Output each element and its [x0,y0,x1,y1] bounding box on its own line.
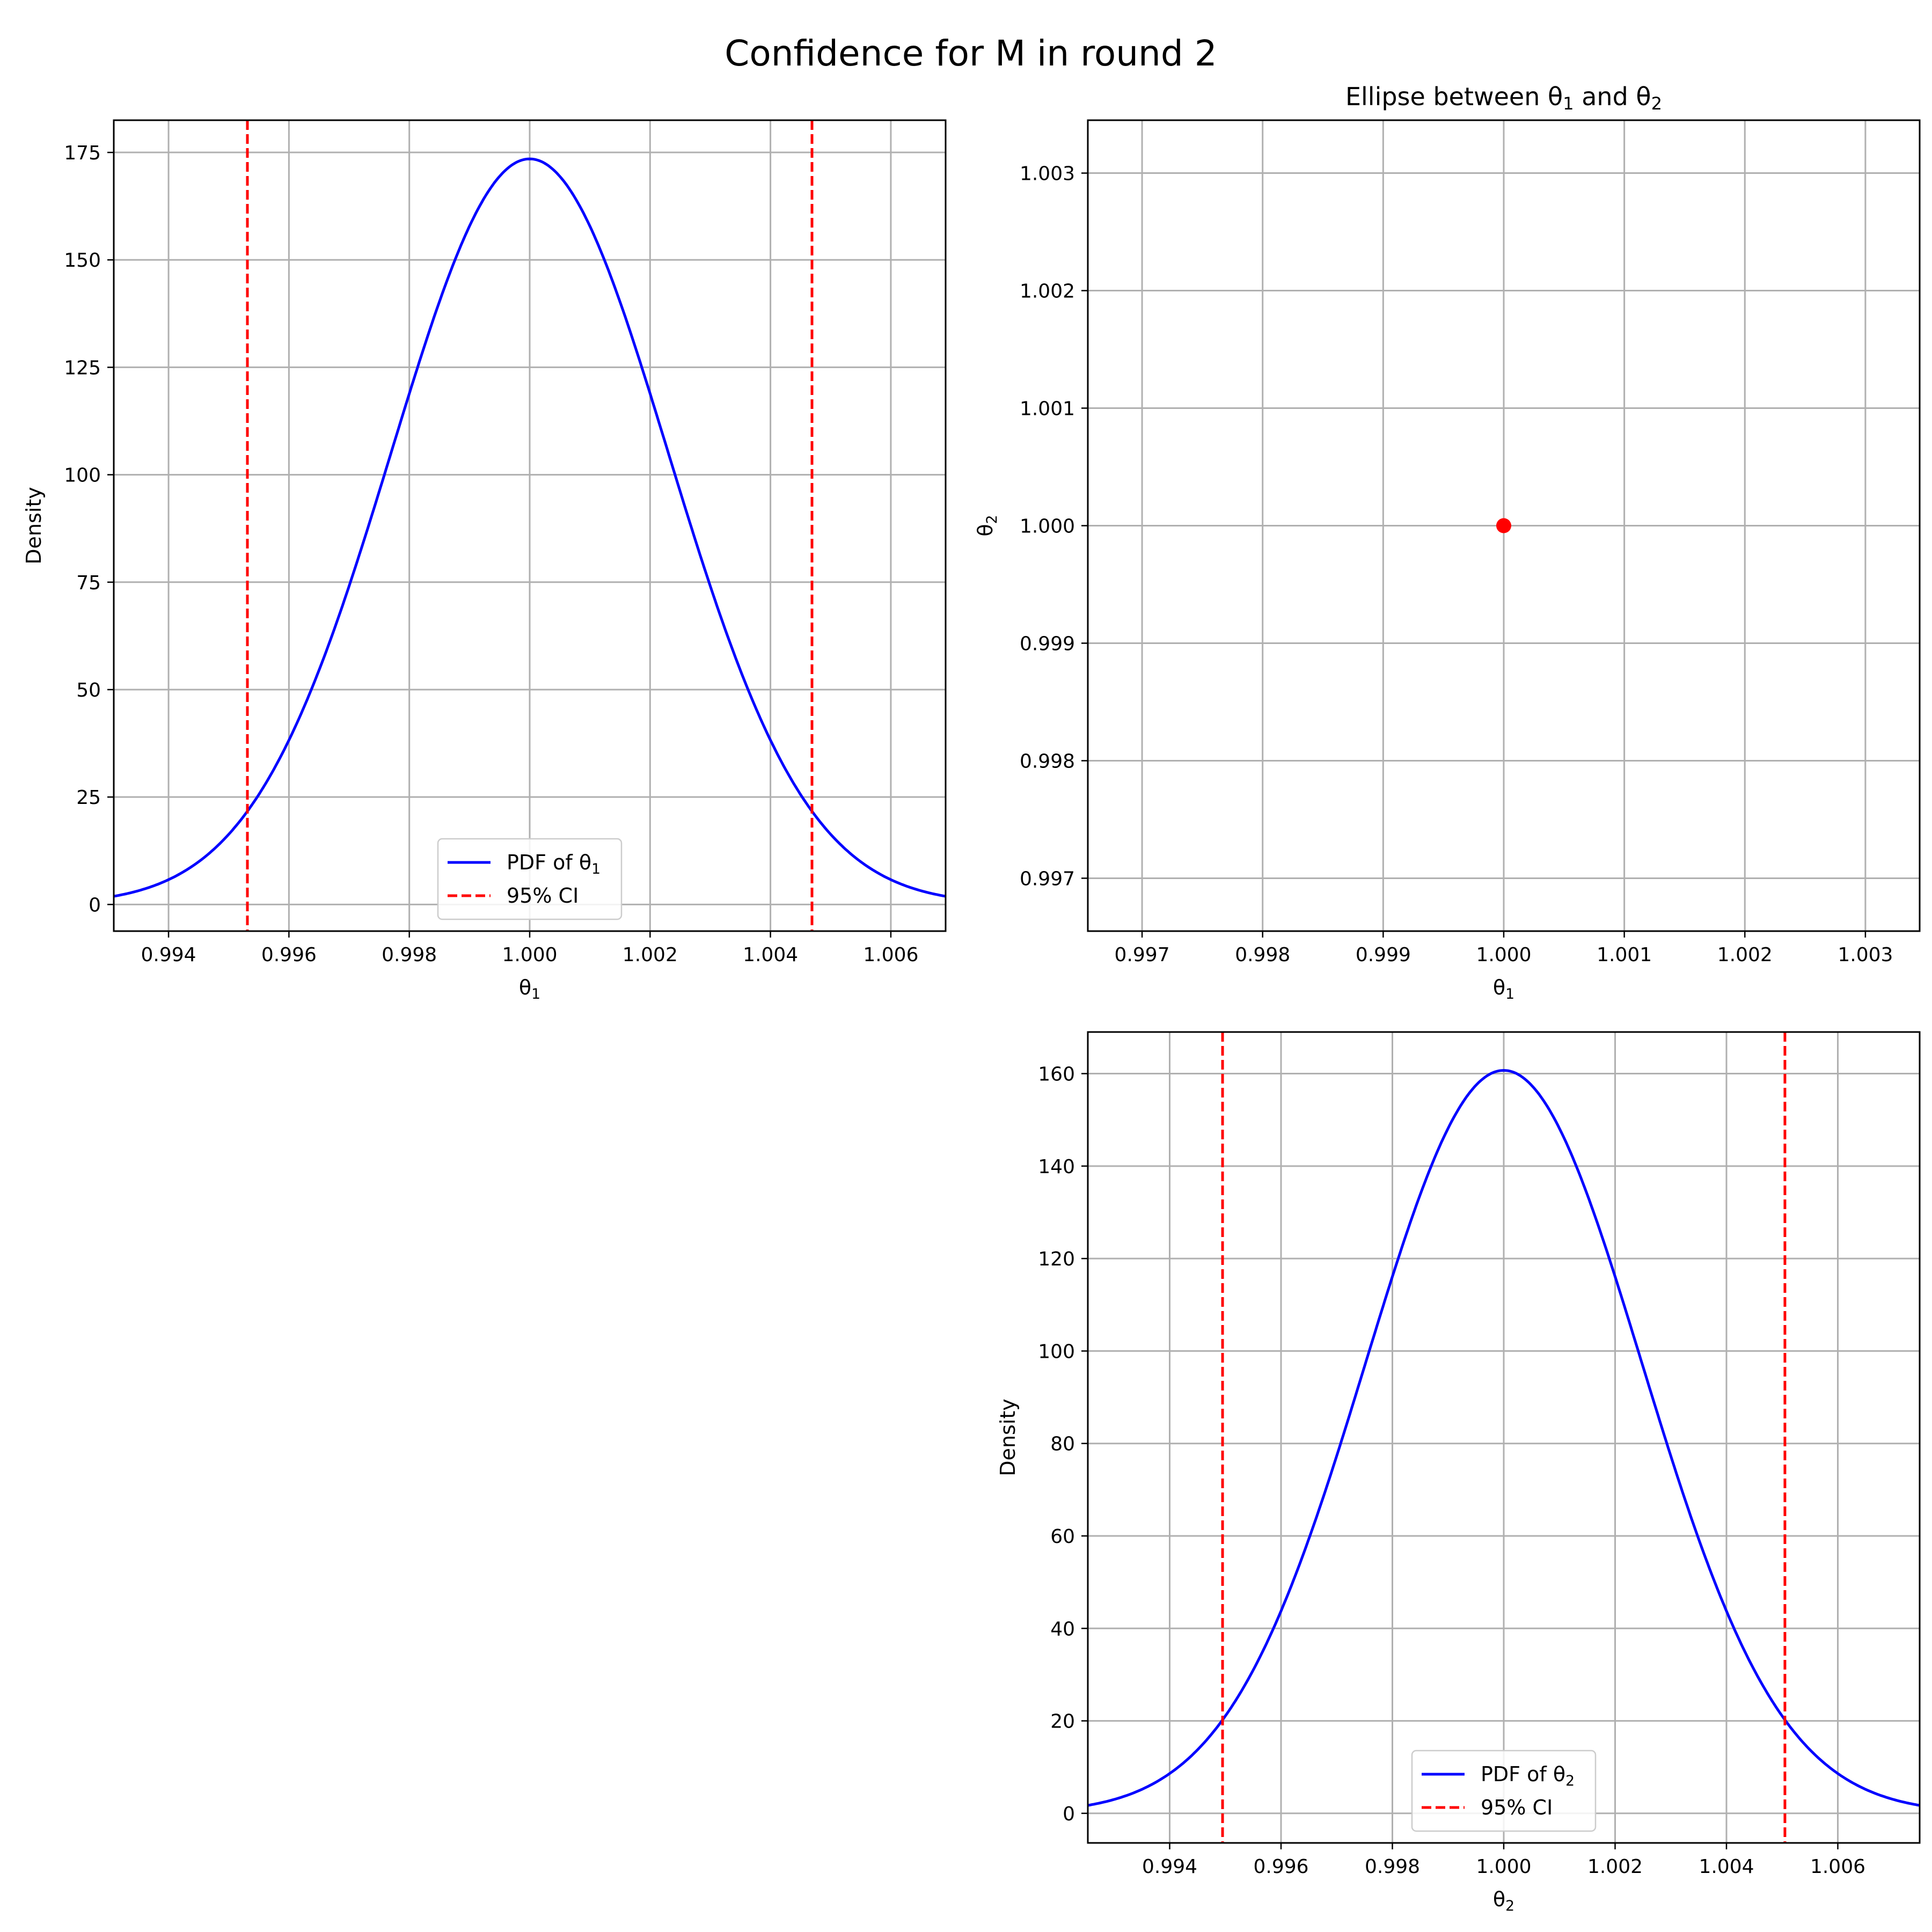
legend-entry-text: PDF of θ [507,851,591,874]
y-tick-label: 175 [64,142,101,164]
y-tick-label: 60 [1050,1526,1075,1548]
y-axis-label: Density [22,487,46,564]
legend: PDF of θ1 95% CI [437,838,623,920]
theta2-pdf-chart: 0.994 0.996 0.998 1.000 1.002 1.004 1.006 0 20 40… [996,1031,1921,1914]
estimate-point [1496,518,1511,533]
axes-title-subscript-1: 1 [1563,93,1574,114]
ellipse-chart: 0.997 0.998 0.999 1.000 1.001 1.002 1.003 0.997… [974,82,1921,1002]
x-axis-label-base: θ [1493,976,1505,999]
legend-entry-text: 95% CI [507,884,579,908]
y-tick-label: 120 [1038,1248,1075,1270]
y-axis-label-base: θ [974,524,997,536]
y-tick-label: 40 [1050,1618,1075,1640]
x-tick-label: 1.006 [1810,1856,1865,1878]
y-tick-label: 140 [1038,1156,1075,1178]
x-tick-label: 1.004 [743,944,798,966]
x-tick-label: 1.000 [502,944,557,966]
x-tick-label: 0.996 [261,944,317,966]
y-tick-label: 0.997 [1020,868,1075,890]
x-tick-label: 0.998 [1235,944,1290,966]
axes-title: Ellipse between θ1 and θ2 [1345,82,1662,114]
x-tick-label: 0.998 [382,944,437,966]
x-axis-label-subscript: 2 [1505,1898,1514,1914]
legend: PDF of θ2 95% CI [1411,1750,1597,1832]
x-tick-label: 1.002 [1587,1856,1643,1878]
y-tick-label: 0 [89,894,101,916]
x-axis-label: θ1 [1493,976,1514,1002]
y-tick-label: 1.000 [1020,516,1075,538]
x-tick-label: 0.999 [1356,944,1411,966]
y-axis-label-subscript: 2 [984,515,1000,524]
x-axis-label: θ1 [519,976,540,1002]
x-tick-label: 1.000 [1476,1856,1531,1878]
legend-entry-label: PDF of θ1 [507,851,601,877]
legend-entry-subscript: 1 [591,861,601,877]
legend-entry-subscript: 2 [1565,1773,1575,1789]
y-tick-label: 100 [64,465,101,487]
y-axis-label-text: Density [22,487,46,564]
x-axis-label-subscript: 1 [1505,986,1514,1002]
x-tick-label: 0.997 [1115,944,1170,966]
y-tick-label: 20 [1050,1711,1075,1733]
y-tick-label: 160 [1038,1064,1075,1086]
legend-entry-text: PDF of θ [1481,1762,1565,1786]
axes-title-subscript-2: 2 [1651,93,1662,114]
axes-title-part-2: and θ [1574,82,1651,111]
y-tick-label: 0.999 [1020,633,1075,655]
y-tick-label: 1.001 [1020,398,1075,420]
legend-entry-label: 95% CI [507,884,579,908]
axes-title-part-1: Ellipse between θ [1345,82,1563,111]
y-tick-label: 125 [64,357,101,379]
y-tick-label: 100 [1038,1341,1075,1363]
plot-content [1496,518,1511,533]
x-tick-label: 1.002 [1717,944,1773,966]
y-tick-label: 75 [76,572,101,594]
x-tick-label: 1.004 [1699,1856,1754,1878]
y-tick-label: 1.003 [1020,163,1075,185]
y-tick-label: 25 [76,787,101,809]
legend-entry-label: 95% CI [1481,1796,1553,1819]
plot-content [1088,1032,1920,1843]
y-tick-label: 50 [76,679,101,701]
pdf-curve-0 [114,157,946,898]
y-axis-label: Density [996,1399,1020,1476]
y-axis-label-text: Density [996,1399,1020,1476]
x-tick-label: 1.003 [1838,944,1893,966]
legend-box [1411,1750,1597,1832]
x-tick-label: 1.006 [863,944,918,966]
y-tick-label: 0 [1063,1803,1075,1825]
theta1-pdf-chart: 0.994 0.996 0.998 1.000 1.002 1.004 1.006 0 25 50… [22,119,947,1002]
y-axis-label: θ2 [974,515,1000,536]
legend-box [437,838,623,920]
x-axis-label-base: θ [1493,1887,1505,1911]
pdf-curve-0 [1088,1069,1920,1807]
figure-suptitle: Confidence for M in round 2 [724,33,1217,74]
plot-content [114,120,946,931]
legend-entry-text: 95% CI [1481,1796,1553,1819]
x-tick-label: 0.994 [141,944,196,966]
x-tick-label: 0.996 [1253,1856,1308,1878]
x-axis-label-base: θ [519,976,531,999]
y-tick-label: 0.998 [1020,750,1075,772]
y-tick-label: 80 [1050,1433,1075,1455]
x-tick-label: 0.994 [1142,1856,1197,1878]
y-tick-label: 150 [64,250,101,272]
x-tick-label: 0.998 [1365,1856,1420,1878]
x-tick-label: 1.001 [1597,944,1652,966]
x-axis-label-subscript: 1 [531,986,540,1002]
x-axis-label: θ2 [1493,1887,1514,1914]
x-tick-label: 1.000 [1476,944,1531,966]
y-tick-label: 1.002 [1020,281,1075,303]
legend-entry-label: PDF of θ2 [1481,1762,1575,1789]
x-tick-label: 1.002 [623,944,678,966]
